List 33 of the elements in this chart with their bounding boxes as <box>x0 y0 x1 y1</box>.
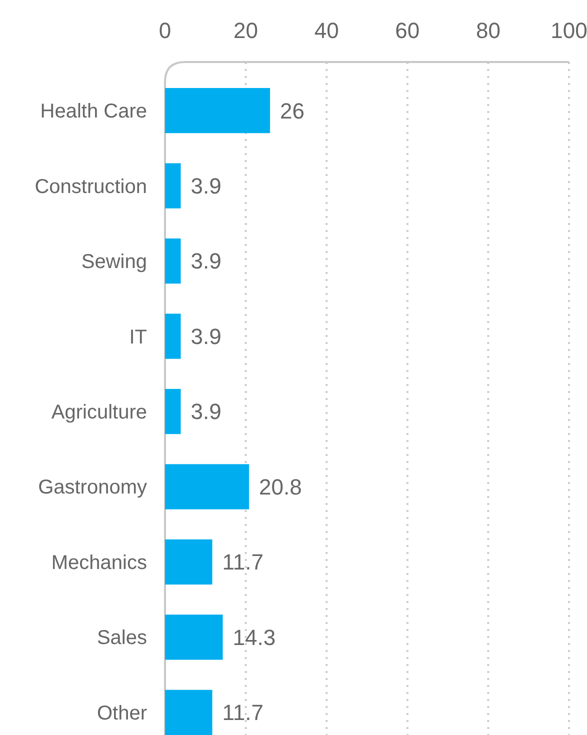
data-label: 26 <box>280 98 305 124</box>
x-tick-label: 100 <box>550 18 587 43</box>
y-tick-label: Sales <box>96 627 147 650</box>
x-tick-label: 80 <box>476 18 500 43</box>
x-tick-label: 40 <box>314 18 339 43</box>
data-label: 3.9 <box>190 248 222 274</box>
y-tick-label: Construction <box>34 176 147 198</box>
x-tick-label: 20 <box>234 18 258 43</box>
bar <box>165 464 250 510</box>
x-tick-label: 0 <box>158 18 172 43</box>
y-tick-label: Other <box>96 702 148 724</box>
y-tick-label: IT <box>129 326 147 348</box>
data-label: 3.9 <box>190 324 222 349</box>
y-tick-label: Sewing <box>81 251 147 274</box>
bar <box>165 314 181 359</box>
data-label: 20.8 <box>259 474 302 500</box>
bar <box>165 539 212 585</box>
y-tick-label: Agriculture <box>51 402 147 424</box>
bar <box>165 614 223 660</box>
y-tick-label: Health Care <box>40 100 147 123</box>
data-label: 14.3 <box>232 624 276 650</box>
data-label: 3.9 <box>190 399 222 424</box>
bar <box>165 690 212 735</box>
x-tick-label: 60 <box>395 18 420 43</box>
data-label: 3.9 <box>190 174 222 198</box>
y-tick-label: Gastronomy <box>38 476 147 499</box>
bar <box>165 163 181 208</box>
bar <box>165 238 181 284</box>
bar <box>165 388 181 434</box>
data-label: 11.7 <box>222 700 264 726</box>
y-tick-label: Mechanics <box>51 552 147 574</box>
bar <box>165 88 270 134</box>
data-label: 11.7 <box>222 550 264 575</box>
